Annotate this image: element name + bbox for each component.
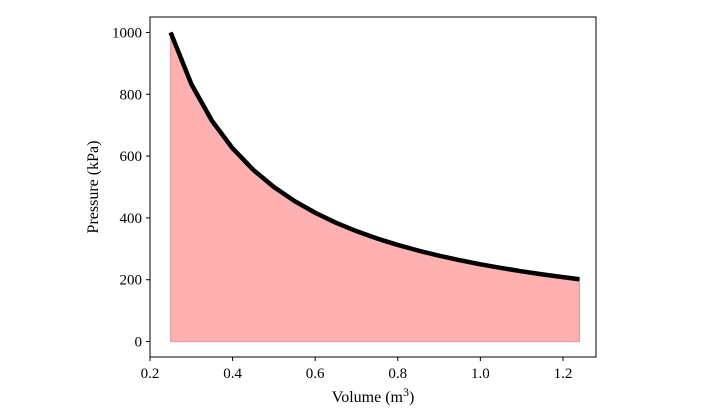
y-tick-label: 400 [120,211,143,227]
y-tick-label: 800 [120,87,143,103]
curve-layer [168,31,580,282]
x-axis-label-suffix: ) [409,389,414,406]
x-tick-label: 0.4 [223,366,242,382]
x-axis-label: Volume (m3) [332,385,415,406]
y-tick-label: 600 [120,149,143,165]
x-axis-ticks: 0.2 0.4 0.6 0.8 1.0 1.2 [141,357,573,382]
y-tick-label: 1000 [112,25,142,41]
x-axis-label-superscript: 3 [403,385,409,399]
series-line-0 [168,31,580,282]
y-tick-label: 0 [135,335,143,351]
y-axis-ticks: 0 200 400 600 800 1000 [112,25,150,351]
y-axis-label: Pressure (kPa) [85,141,102,234]
x-tick-label: 0.6 [306,366,325,382]
x-tick-label: 1.2 [554,366,573,382]
x-tick-label: 0.2 [141,366,160,382]
x-tick-label: 1.0 [471,366,490,382]
y-tick-label: 200 [120,273,143,289]
x-tick-label: 0.8 [388,366,407,382]
x-axis-label-main: Volume (m [332,389,404,406]
